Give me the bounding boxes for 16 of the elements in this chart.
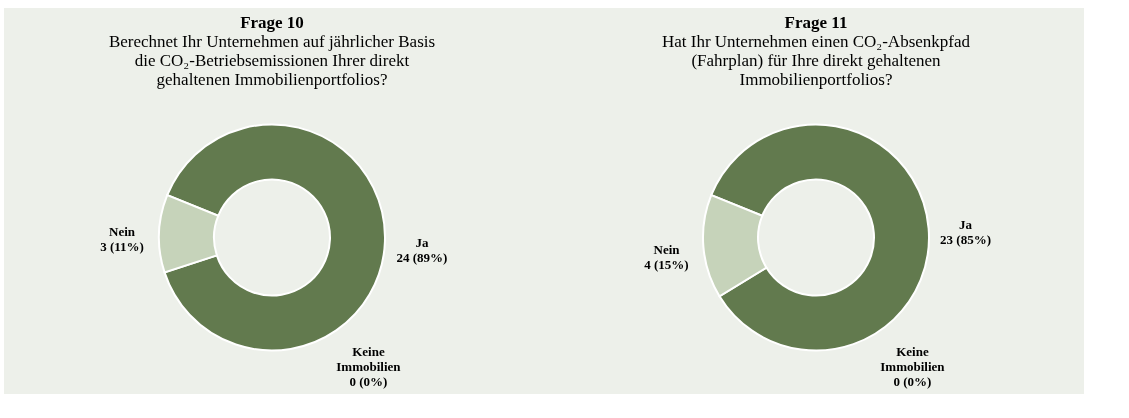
chart-subtitle: Berechnet Ihr Unternehmen auf jährlicher Basis die CO₂-Betriebsemissionen Ihrer direkt gehaltenen Immobilienportfolios? xyxy=(108,32,436,89)
chart-title: Frage 11 xyxy=(784,13,848,32)
data-label: 23 (85%) xyxy=(940,232,991,248)
slice-label: Ja xyxy=(415,234,429,250)
data-label: 3 (11%) xyxy=(100,239,144,255)
slice-label: Nein xyxy=(653,241,681,257)
data-label: 4 (15%) xyxy=(644,256,689,272)
data-label: 24 (89%) xyxy=(396,249,448,265)
category-label: Keine Immobilien xyxy=(880,344,945,375)
slice-label: Nein xyxy=(109,224,136,240)
text: 0 (0%) xyxy=(349,374,388,390)
slice-label: Ja xyxy=(959,217,973,233)
chart-title: Frage 10 xyxy=(240,13,304,32)
category-label: Keine Immobilien xyxy=(336,344,401,375)
chart-subtitle: Hat Ihr Unternehmen einen CO₂-Absenkpfad (Fahrplan) für Ihre direkt gehaltenen Immobilienportfolios? xyxy=(661,32,971,89)
text: 0 (0%) xyxy=(893,374,932,390)
